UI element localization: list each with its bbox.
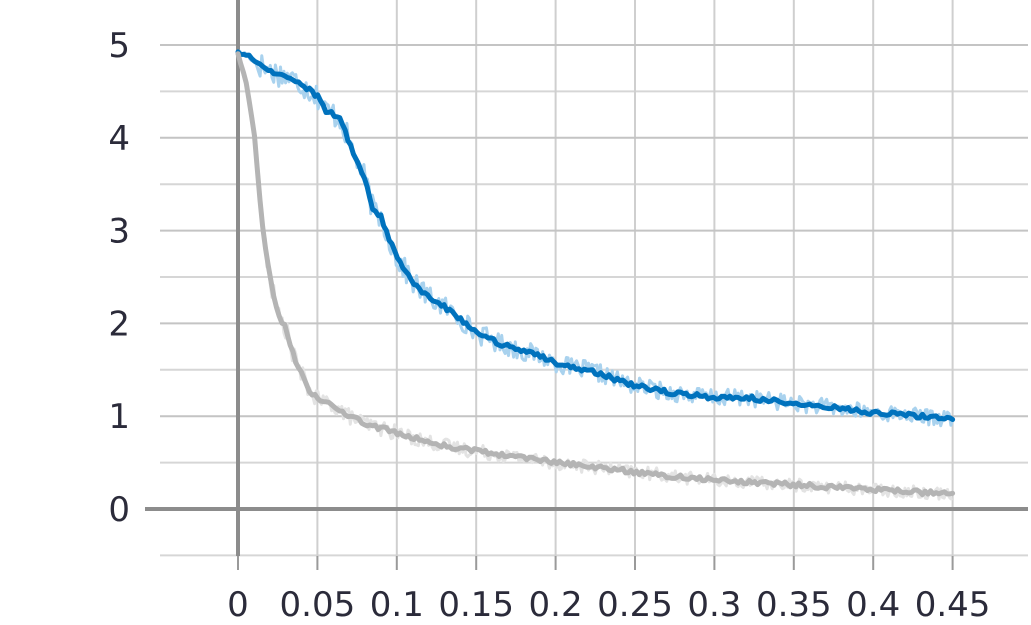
x-tick-label: 0.4 xyxy=(846,585,900,625)
x-axis-tick-labels: 0 0.05 0.1 0.15 0.2 0.25 0.3 0.35 0.4 0.45 xyxy=(227,585,990,625)
x-tick-label: 0.25 xyxy=(597,585,673,625)
major-gridlines xyxy=(160,0,1028,570)
x-tick-label: 0.1 xyxy=(370,585,424,625)
x-tick-label: 0.45 xyxy=(915,585,991,625)
x-tick-label: 0.3 xyxy=(687,585,741,625)
y-tick-label: 0 xyxy=(108,490,130,530)
x-tick-label: 0.05 xyxy=(280,585,356,625)
y-tick-label: 1 xyxy=(108,397,130,437)
y-tick-label: 5 xyxy=(108,26,130,66)
x-tick-label: 0 xyxy=(227,585,249,625)
x-tick-label: 0.2 xyxy=(529,585,583,625)
x-tick-label: 0.35 xyxy=(756,585,832,625)
y-tick-label: 4 xyxy=(108,119,130,159)
y-tick-label: 2 xyxy=(108,304,130,344)
zero-axes xyxy=(145,0,1028,556)
x-tick-label: 0.15 xyxy=(438,585,514,625)
series-2-line xyxy=(235,51,956,498)
series-1-raw-line xyxy=(236,49,955,428)
y-tick-label: 3 xyxy=(108,212,130,252)
series-layer xyxy=(235,49,956,501)
y-axis-tick-labels: 0 1 2 3 4 5 xyxy=(108,26,130,530)
series-1-line xyxy=(235,49,956,422)
